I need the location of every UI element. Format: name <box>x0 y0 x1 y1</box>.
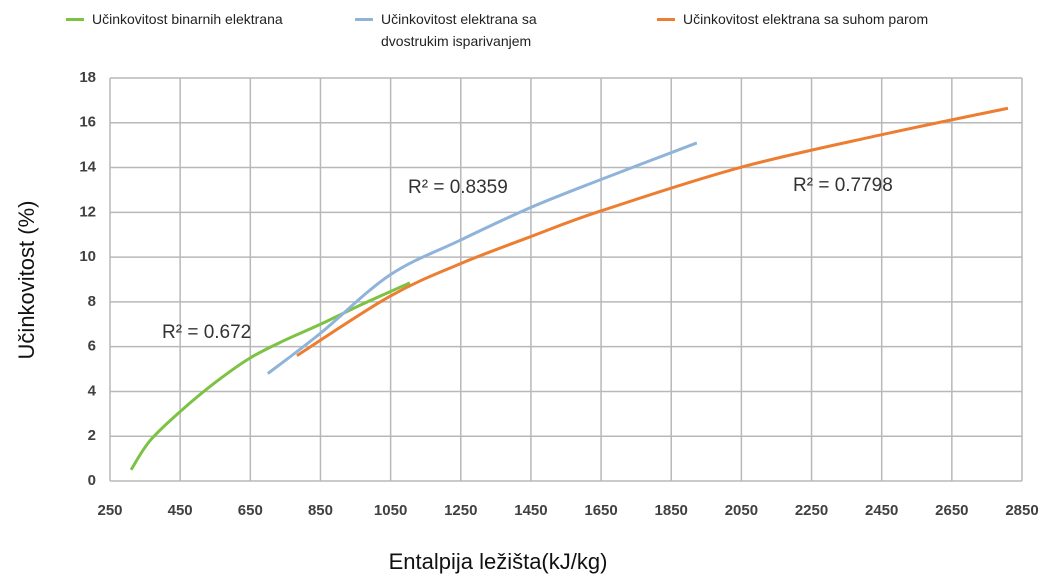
y-tick-label: 14 <box>79 159 96 176</box>
x-tick-label: 450 <box>168 502 193 519</box>
series-line <box>296 106 1009 357</box>
x-tick-label: 1050 <box>374 502 407 519</box>
y-tick-label: 0 <box>88 472 96 489</box>
x-tick-label: 2850 <box>1005 502 1038 519</box>
x-tick-label: 1250 <box>444 502 477 519</box>
y-tick-label: 12 <box>79 203 96 220</box>
x-tick-label: 1450 <box>514 502 547 519</box>
annotation: R² = 0.672 <box>162 322 251 343</box>
y-tick-label: 16 <box>79 114 96 131</box>
y-tick-label: 18 <box>79 69 96 86</box>
y-tick-label: 10 <box>79 248 96 265</box>
x-tick-label: 1650 <box>584 502 617 519</box>
x-axis-label: Entalpija ležišta(kJ/kg) <box>389 549 608 574</box>
annotation: R² = 0.8359 <box>408 177 508 198</box>
y-tick-label: 6 <box>88 338 96 355</box>
x-tick-label: 250 <box>97 502 122 519</box>
y-tick-label: 2 <box>88 427 96 444</box>
legend-label: Učinkovitost binarnih elektrana <box>92 11 283 27</box>
x-tick-label: 2650 <box>935 502 968 519</box>
x-tick-label: 2450 <box>865 502 898 519</box>
legend-label: Učinkovitost elektrana sa dvostrukim isp… <box>381 11 537 49</box>
y-tick-label: 4 <box>88 382 97 399</box>
legend-label: Učinkovitost elektrana sa suhom parom <box>683 11 929 27</box>
series-line <box>266 141 698 375</box>
annotation: R² = 0.7798 <box>793 175 893 196</box>
y-axis-label: Učinkovitost (%) <box>14 201 39 360</box>
legend-item: Učinkovitost elektrana sa dvostrukim isp… <box>355 8 595 52</box>
legend-swatch <box>657 18 675 21</box>
x-tick-label: 650 <box>238 502 263 519</box>
legend-item: Učinkovitost elektrana sa suhom parom <box>657 8 1017 30</box>
x-tick-label: 2250 <box>795 502 828 519</box>
x-tick-label: 850 <box>308 502 333 519</box>
x-tick-label: 1850 <box>655 502 688 519</box>
y-tick-label: 8 <box>88 293 96 310</box>
legend-swatch <box>66 18 84 21</box>
x-tick-label: 2050 <box>725 502 758 519</box>
legend-item: Učinkovitost binarnih elektrana <box>66 8 326 30</box>
legend-swatch <box>355 18 373 21</box>
